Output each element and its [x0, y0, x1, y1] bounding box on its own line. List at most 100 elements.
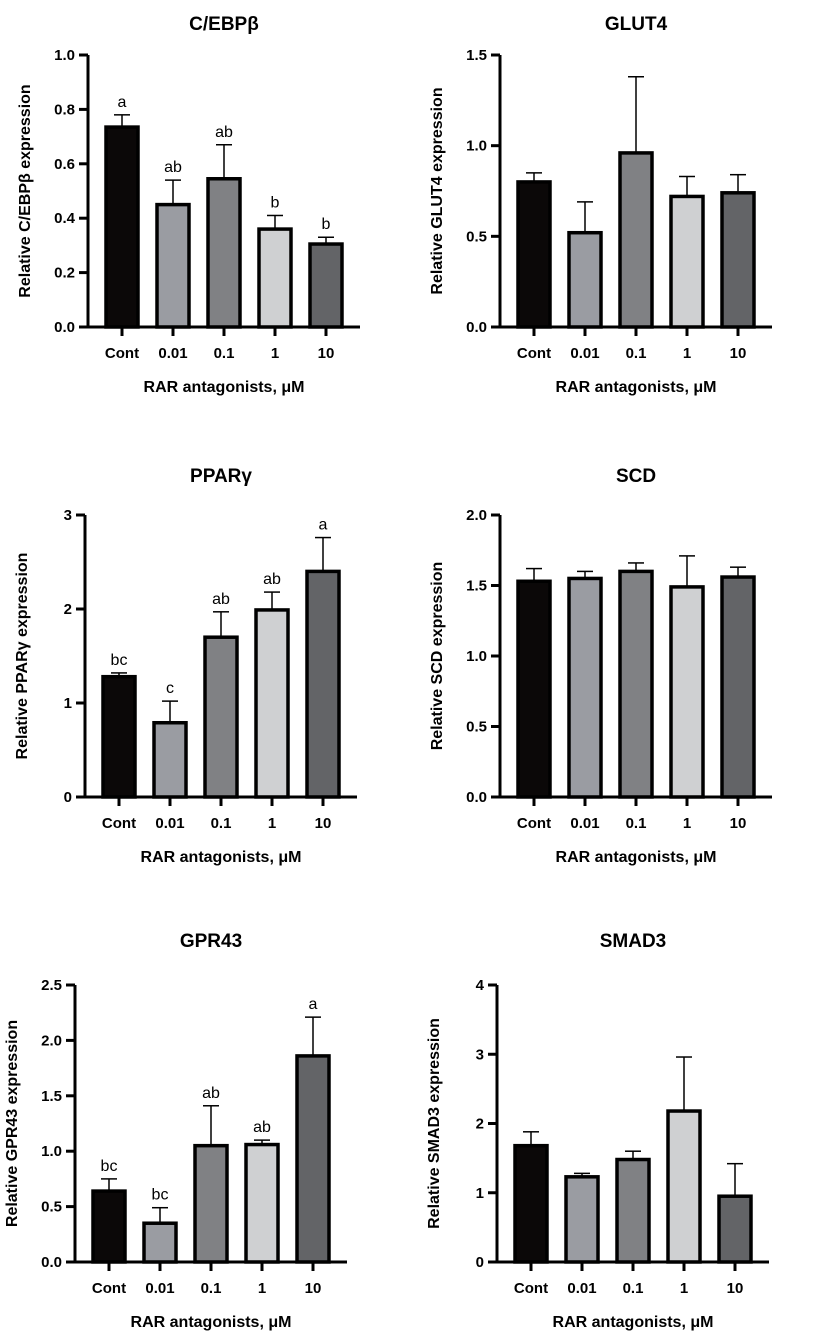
- bar-1: [254, 608, 290, 799]
- significance-letter: a: [118, 94, 127, 111]
- x-axis-label: RAR antagonists, μM: [131, 1314, 292, 1331]
- chart-title: SMAD3: [600, 931, 667, 952]
- y-tick-label: 0.4: [54, 210, 76, 227]
- bar-Cont: [91, 1189, 127, 1264]
- y-tick-label: 0.0: [41, 1254, 62, 1271]
- significance-letter: c: [166, 680, 174, 697]
- bar-10: [720, 575, 756, 799]
- y-tick-label: 0.2: [54, 265, 75, 282]
- y-tick-label: 0.0: [466, 319, 487, 336]
- bar-10: [720, 191, 756, 329]
- x-tick-label: 0.01: [158, 345, 187, 362]
- bar-Cont: [513, 1143, 549, 1264]
- y-tick-label: 1: [476, 1185, 484, 1202]
- y-tick-label: 4: [476, 977, 485, 994]
- x-tick-label: Cont: [517, 345, 551, 362]
- bar-0.01: [142, 1221, 178, 1264]
- x-tick-label: Cont: [517, 815, 551, 832]
- bar-0.1: [206, 177, 242, 329]
- y-tick-label: 0.5: [466, 228, 487, 245]
- chart-panel-3: PPARγ 0 1 2 3 Relative PPARγ expression Cont bc…: [14, 466, 357, 866]
- bar-0.1: [193, 1143, 229, 1264]
- x-tick-label: 0.1: [626, 345, 647, 362]
- x-axis-label: RAR antagonists, μM: [553, 1314, 714, 1331]
- x-tick-label: 0.01: [567, 1280, 596, 1297]
- bar-10: [295, 1054, 331, 1264]
- bar-10: [305, 569, 341, 799]
- significance-letter: bc: [111, 652, 128, 669]
- chart-panel-6: SMAD3 0 1 2 3 4 Relative SMAD3 expression Cont 0…: [426, 931, 769, 1331]
- bar-0.1: [203, 635, 239, 799]
- x-tick-label: 10: [727, 1280, 744, 1297]
- x-tick-label: 0.01: [570, 815, 599, 832]
- chart-panel-1: C/EBPβ 0.0 0.2 0.4 0.6 0.8 1.0 Relative C/EBPβ …: [17, 14, 360, 396]
- significance-letter: b: [322, 216, 331, 233]
- significance-letter: ab: [253, 1119, 271, 1136]
- x-tick-label: 1: [683, 345, 691, 362]
- x-tick-label: 1: [268, 815, 276, 832]
- chart-title: GLUT4: [605, 14, 668, 35]
- significance-letter: bc: [101, 1158, 118, 1175]
- significance-letter: ab: [263, 571, 281, 588]
- bar-Cont: [101, 674, 137, 799]
- significance-letter: a: [309, 996, 318, 1013]
- significance-letter: ab: [202, 1085, 220, 1102]
- y-tick-label: 2: [476, 1116, 484, 1133]
- bar-1: [666, 1109, 702, 1264]
- x-tick-label: Cont: [514, 1280, 548, 1297]
- bar-0.01: [152, 720, 188, 799]
- y-tick-label: 2.5: [41, 977, 62, 994]
- y-tick-label: 0.0: [466, 789, 487, 806]
- chart-panel-5: GPR43 0.0 0.5 1.0 1.5 2.0 2.5 Relative GPR43 ex…: [4, 931, 347, 1331]
- y-tick-label: 0.8: [54, 101, 75, 118]
- x-tick-label: Cont: [105, 345, 139, 362]
- y-tick-label: 2.0: [41, 1032, 62, 1049]
- significance-letter: ab: [164, 159, 182, 176]
- y-axis-label: Relative SCD expression: [429, 562, 446, 751]
- y-tick-label: 1.0: [466, 138, 487, 155]
- x-tick-label: 1: [271, 345, 279, 362]
- x-tick-label: 10: [315, 815, 332, 832]
- x-tick-label: Cont: [92, 1280, 126, 1297]
- chart-panel-4: SCD 0.0 0.5 1.0 1.5 2.0 Relative SCD expressio…: [429, 466, 772, 866]
- y-tick-label: 0.6: [54, 156, 75, 173]
- x-tick-label: 0.1: [201, 1280, 222, 1297]
- bar-Cont: [104, 125, 140, 329]
- y-tick-label: 1.0: [54, 47, 75, 64]
- chart-title: SCD: [616, 466, 656, 487]
- significance-letter: ab: [212, 591, 230, 608]
- y-tick-label: 1.0: [41, 1143, 62, 1160]
- y-tick-label: 0.5: [41, 1199, 62, 1216]
- bar-10: [308, 242, 344, 329]
- bar-0.1: [618, 151, 654, 329]
- y-tick-label: 0.5: [466, 719, 487, 736]
- chart-title: PPARγ: [190, 466, 252, 487]
- y-tick-label: 0.0: [54, 319, 75, 336]
- x-tick-label: 10: [730, 345, 747, 362]
- x-tick-label: 0.1: [214, 345, 235, 362]
- bar-1: [669, 194, 705, 329]
- y-tick-label: 1.5: [41, 1088, 62, 1105]
- bar-0.01: [567, 576, 603, 799]
- chart-title: GPR43: [180, 931, 242, 952]
- y-tick-label: 3: [64, 507, 72, 524]
- significance-letter: b: [271, 194, 280, 211]
- bar-0.1: [618, 569, 654, 799]
- x-tick-label: 0.1: [623, 1280, 644, 1297]
- y-axis-label: Relative GLUT4 expression: [429, 87, 446, 294]
- y-axis-label: Relative GPR43 expression: [4, 1020, 21, 1227]
- x-tick-label: 1: [680, 1280, 688, 1297]
- x-axis-label: RAR antagonists, μM: [144, 379, 305, 396]
- y-axis-label: Relative C/EBPβ expression: [17, 84, 34, 297]
- y-tick-label: 0: [476, 1254, 484, 1271]
- bar-1: [669, 585, 705, 799]
- x-axis-label: RAR antagonists, μM: [556, 379, 717, 396]
- x-tick-label: 0.01: [145, 1280, 174, 1297]
- y-axis-label: Relative SMAD3 expression: [426, 1018, 443, 1229]
- y-tick-label: 1: [64, 695, 72, 712]
- y-tick-label: 1.0: [466, 648, 487, 665]
- y-tick-label: 1.5: [466, 47, 487, 64]
- chart-title: C/EBPβ: [189, 14, 259, 35]
- significance-letter: a: [319, 517, 328, 534]
- y-tick-label: 0: [64, 789, 72, 806]
